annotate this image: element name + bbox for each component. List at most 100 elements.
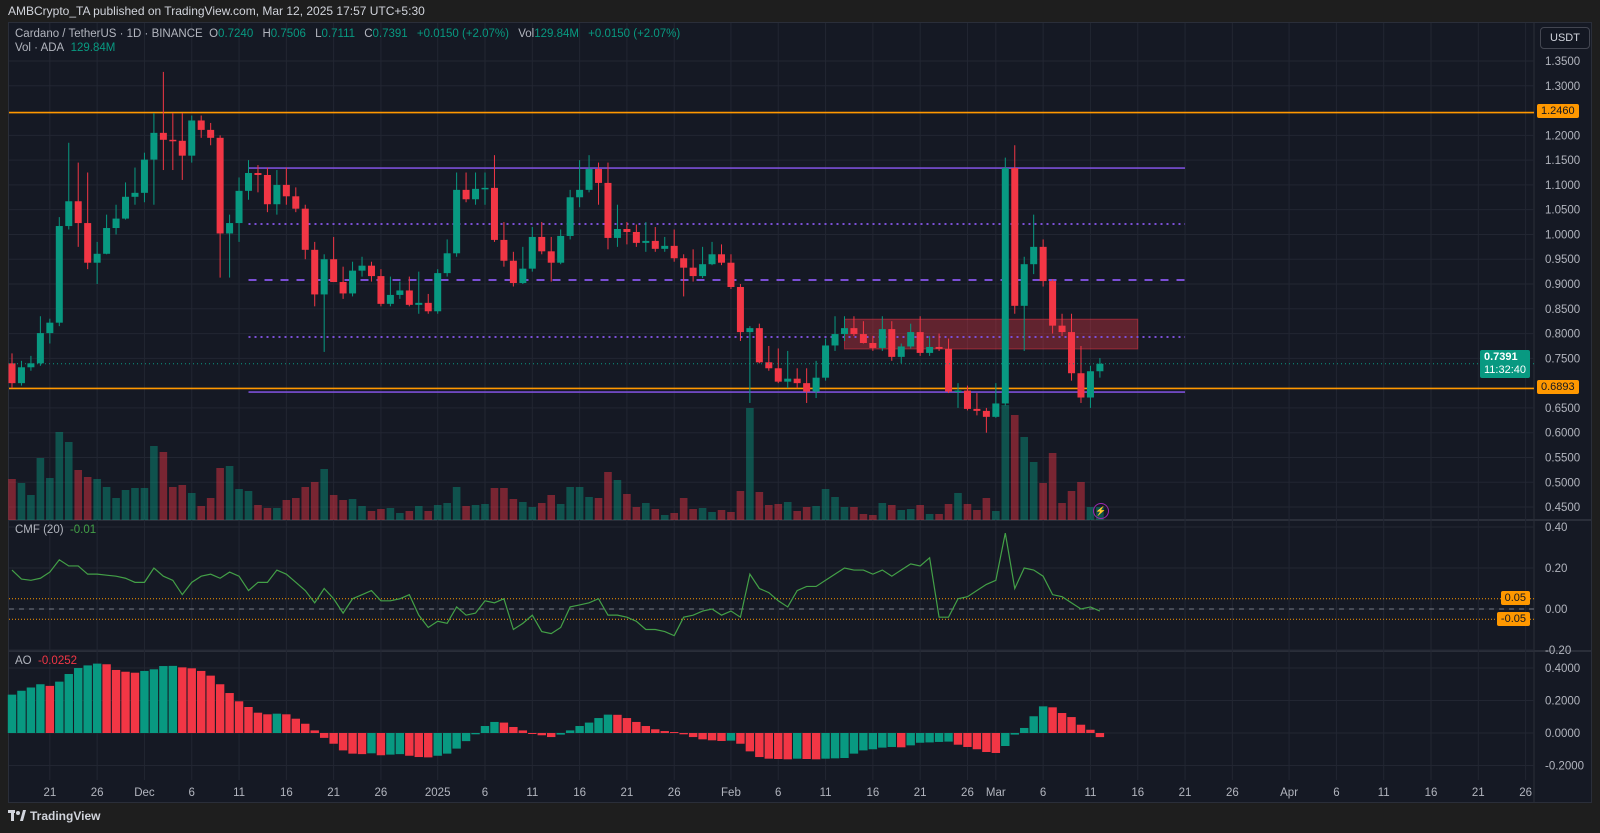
candle-body <box>859 334 867 343</box>
volume-bar <box>897 510 906 520</box>
candle <box>651 227 659 252</box>
candle-body <box>689 267 697 277</box>
ao-bar <box>244 707 253 733</box>
ao-bar <box>348 733 357 754</box>
candle <box>538 222 546 255</box>
chart-frame[interactable] <box>8 22 1592 803</box>
candle <box>386 276 394 307</box>
lower-level-price-tag: 0.6893 <box>1537 380 1579 394</box>
candle-body <box>926 346 934 353</box>
ao-bar <box>897 733 906 748</box>
volume-bar <box>235 489 243 520</box>
candle <box>358 256 366 277</box>
volume-bar <box>566 487 574 520</box>
candle-body <box>557 235 565 263</box>
candle-body <box>755 328 763 363</box>
candle <box>396 281 404 299</box>
volume-bar <box>925 514 934 520</box>
candle <box>216 135 224 278</box>
volume-bar <box>519 502 527 520</box>
ao-label: AO <box>15 655 32 667</box>
ao-bar <box>707 733 717 741</box>
candle <box>528 227 536 272</box>
candle-body <box>112 218 120 229</box>
publisher-line: AMBCrypto_TA published on TradingView.co… <box>8 4 425 18</box>
lightning-icon[interactable]: ⚡ <box>1093 503 1109 519</box>
ao-bar <box>821 733 830 759</box>
time-axis-label: Feb <box>721 787 741 799</box>
volume-bar <box>1029 462 1038 520</box>
footer-logo-text: TradingView <box>30 809 101 823</box>
candle-body <box>935 346 943 349</box>
candle-body <box>869 342 877 348</box>
time-axis-label: 11 <box>1084 787 1096 799</box>
candle <box>8 353 16 389</box>
ao-bar <box>234 701 244 733</box>
candle-body <box>367 265 375 277</box>
vol-label: Vol <box>518 28 535 40</box>
volume-bar <box>481 504 489 520</box>
ao-bar <box>518 730 528 733</box>
candle <box>803 368 811 403</box>
candle-body <box>169 139 177 142</box>
candle <box>699 246 707 279</box>
candle-body <box>803 383 811 392</box>
time-axis-label: 6 <box>189 787 195 799</box>
ao-legend[interactable]: AO -0.0252 <box>15 655 77 667</box>
ao-bar <box>622 718 632 733</box>
ao-bar <box>102 664 111 733</box>
candle <box>301 204 309 260</box>
candle <box>661 236 669 252</box>
time-axis-label: 16 <box>280 787 293 799</box>
symbol-title[interactable]: Cardano / TetherUS · 1D · BINANCE <box>15 28 203 40</box>
ao-bar <box>641 726 651 733</box>
volume-bar <box>159 452 168 520</box>
cmf-lower-tag: -0.05 <box>1496 612 1530 626</box>
candle-body <box>1058 325 1066 333</box>
ao-bar <box>774 733 783 759</box>
ao-bar <box>1095 733 1105 738</box>
price-axis-label: 1.0500 <box>1545 205 1580 217</box>
time-axis-label: 21 <box>43 787 56 799</box>
volume-bar <box>490 488 499 520</box>
candle <box>566 189 574 240</box>
candle <box>46 318 54 344</box>
cmf-legend[interactable]: CMF (20) -0.01 <box>15 524 96 536</box>
candle-body <box>226 223 234 234</box>
candle <box>349 261 357 297</box>
candle <box>1001 157 1009 406</box>
currency-button[interactable]: USDT <box>1540 27 1590 49</box>
time-axis-label: 11 <box>526 787 538 799</box>
volume-bar <box>850 507 858 520</box>
candle-body <box>528 236 536 269</box>
candle <box>689 249 697 282</box>
candle-body <box>718 254 725 263</box>
ao-bar <box>130 672 140 733</box>
cmf-axis-label: 0.20 <box>1545 563 1567 575</box>
candle <box>424 293 432 314</box>
candle-body <box>197 120 205 130</box>
volume-bar <box>509 499 518 520</box>
time-axis-label: 21 <box>914 787 927 799</box>
candle <box>935 333 943 351</box>
volume-bar <box>679 498 688 520</box>
volume-label[interactable]: Vol · ADA <box>15 42 65 54</box>
candle-body <box>500 239 508 261</box>
price-axis-label: 1.1500 <box>1545 155 1580 167</box>
candle <box>1068 313 1076 381</box>
candle <box>377 269 385 307</box>
ao-bar <box>878 733 887 748</box>
candle-body <box>405 290 413 305</box>
candle <box>93 241 101 285</box>
ao-bar <box>319 733 329 738</box>
last-price-tag: 0.7391 11:32:40 <box>1479 350 1530 378</box>
candle <box>812 360 820 399</box>
candle <box>207 122 215 146</box>
ao-bar <box>1057 713 1067 733</box>
ao-bar <box>915 733 925 743</box>
volume-bar <box>1077 482 1085 520</box>
time-axis-label: 21 <box>621 787 634 799</box>
time-axis-label: 16 <box>1131 787 1144 799</box>
ao-value: -0.0252 <box>38 655 78 667</box>
